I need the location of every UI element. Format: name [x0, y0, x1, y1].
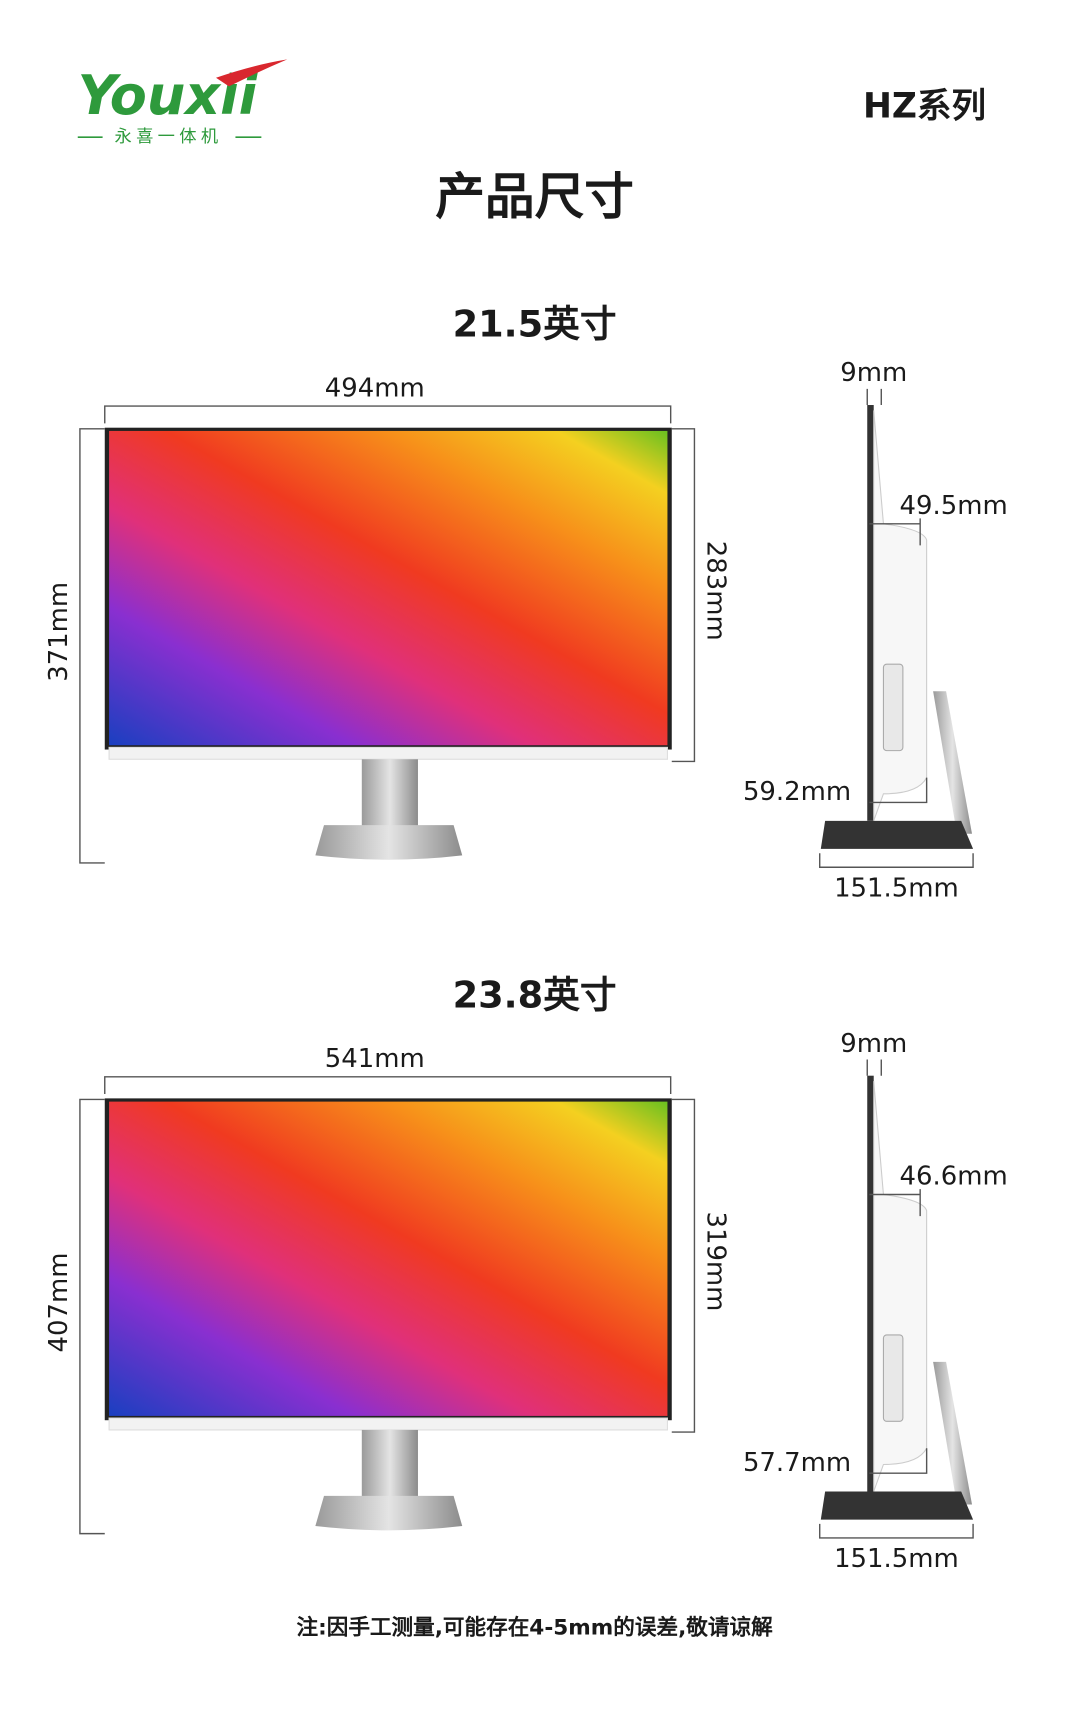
width-label: 541mm [325, 1044, 425, 1074]
side-stand [933, 691, 972, 834]
side-ports [882, 663, 904, 752]
dim-line [819, 1523, 974, 1539]
section-title: 21.5英寸 [453, 303, 617, 346]
stand-neck [361, 759, 418, 831]
chin [108, 1417, 668, 1431]
height-label: 407mm [44, 1253, 74, 1353]
dim-line [866, 1059, 882, 1076]
size-section: 23.8英寸 541mm 407mm 319mm 9mm 46.6mm 57.7mm 151.… [44, 973, 1008, 1574]
stand-neck [361, 1429, 418, 1502]
side-base [820, 820, 974, 849]
stand-base [315, 825, 463, 860]
chin [108, 746, 668, 760]
height-label: 371mm [44, 582, 74, 682]
bottom-depth-label: 57.7mm [743, 1448, 851, 1478]
logo-swoosh [216, 59, 288, 87]
screen-height-label: 319mm [700, 1211, 730, 1311]
screen [109, 430, 668, 746]
side-panel [867, 405, 874, 821]
dim-line [671, 428, 696, 763]
dim-line [869, 518, 921, 546]
screen [109, 1101, 668, 1416]
stand-base [315, 1495, 463, 1531]
screen-height-label: 283mm [700, 541, 730, 641]
side-body [873, 410, 928, 822]
width-label: 494mm [325, 373, 425, 403]
thickness-label: 9mm [840, 358, 907, 388]
thickness-label: 9mm [840, 1029, 907, 1059]
dim-line [869, 1189, 921, 1217]
dim-line [104, 1076, 672, 1095]
dim-line [79, 1098, 105, 1535]
side-base [820, 1491, 974, 1520]
brand-subtitle: 永喜一体机 [115, 127, 223, 147]
body-depth-label: 49.5mm [900, 491, 1008, 521]
base-depth-label: 151.5mm [834, 873, 959, 903]
side-stand [933, 1361, 972, 1505]
dim-line [79, 428, 105, 864]
bottom-depth-label: 59.2mm [743, 777, 851, 807]
series-label: HZ系列 [863, 87, 986, 127]
section-title: 23.8英寸 [453, 973, 617, 1016]
dim-line [869, 777, 928, 804]
dim-line [866, 388, 882, 406]
dim-line [104, 405, 672, 424]
side-ports [882, 1334, 904, 1422]
page-title: 产品尺寸 [435, 167, 634, 225]
side-panel [867, 1075, 874, 1492]
dim-line [819, 853, 974, 868]
side-body [873, 1081, 928, 1492]
dim-line [869, 1448, 928, 1474]
base-depth-label: 151.5mm [834, 1544, 959, 1574]
size-section: 21.5英寸 494mm 371mm 283mm 9mm 49.5mm 59.2mm 151.… [44, 303, 1008, 904]
dim-line [671, 1098, 696, 1433]
note: 注:因手工测量,可能存在4-5mm的误差,敬请谅解 [297, 1615, 774, 1641]
body-depth-label: 46.6mm [900, 1162, 1008, 1192]
